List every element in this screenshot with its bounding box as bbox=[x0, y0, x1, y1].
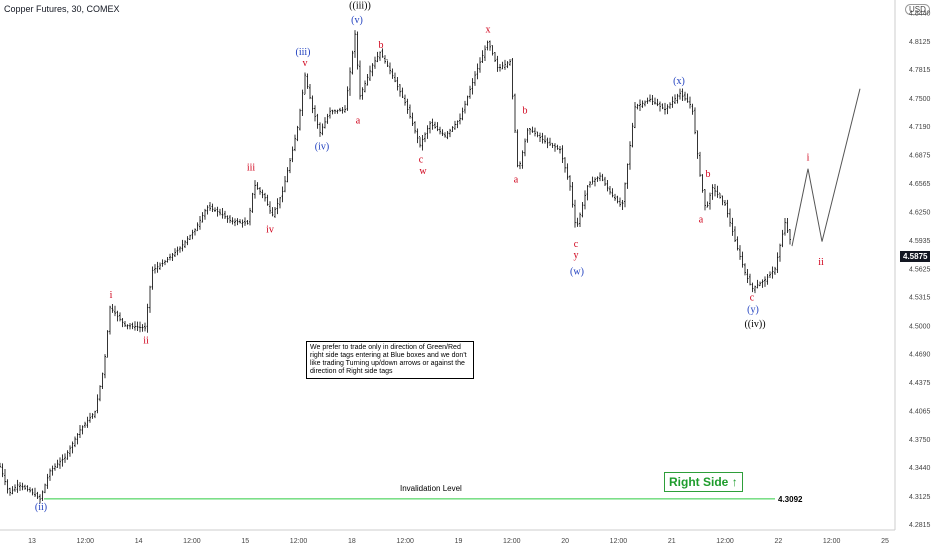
trading-note: We prefer to trade only in direction of … bbox=[306, 341, 474, 379]
y-tick-label: 4.6875 bbox=[909, 153, 931, 160]
y-tick-label: 4.5315 bbox=[909, 295, 931, 302]
wave-label: (y) bbox=[747, 305, 759, 316]
price-axis: 4.8440 4.8125 4.7815 4.7500 4.7190 4.6875 4.65… bbox=[894, 0, 931, 530]
wave-label: c bbox=[574, 239, 579, 250]
wave-label: w bbox=[419, 166, 427, 177]
x-tick-label: 18 bbox=[348, 538, 356, 545]
wave-label: ii bbox=[818, 257, 824, 268]
x-tick-label: 22 bbox=[774, 538, 782, 545]
x-tick-label: 12:00 bbox=[716, 538, 734, 545]
wave-label: y bbox=[574, 250, 579, 261]
x-tick-label: 12:00 bbox=[183, 538, 201, 545]
y-tick-label: 4.7190 bbox=[909, 124, 931, 131]
wave-label: i bbox=[807, 153, 810, 164]
y-tick-label: 4.4690 bbox=[909, 351, 931, 358]
invalidation-label: Invalidation Level bbox=[400, 484, 462, 493]
currency-badge[interactable]: USD bbox=[905, 4, 930, 15]
x-tick-label: 13 bbox=[28, 538, 36, 545]
wave-label: i bbox=[110, 290, 113, 301]
projection-path bbox=[791, 88, 861, 247]
y-tick-label: 4.6250 bbox=[909, 210, 931, 217]
wave-label: v bbox=[303, 58, 308, 69]
wave-label: ii bbox=[143, 335, 149, 346]
x-tick-label: 12:00 bbox=[823, 538, 841, 545]
current-price-badge: 4.5875 bbox=[900, 251, 931, 262]
wave-label: (iii) bbox=[296, 47, 311, 58]
wave-label: x bbox=[486, 24, 491, 35]
wave-label: b bbox=[523, 105, 528, 116]
x-tick-label: 12:00 bbox=[77, 538, 95, 545]
x-tick-label: 20 bbox=[561, 538, 569, 545]
wave-label: c bbox=[750, 293, 755, 304]
y-tick-label: 4.5625 bbox=[909, 266, 931, 273]
wave-label: c bbox=[419, 154, 424, 165]
y-tick-label: 4.8125 bbox=[909, 39, 931, 46]
wave-label: ((iv)) bbox=[744, 319, 765, 330]
wave-label: iv bbox=[266, 224, 274, 235]
time-axis: 13 12:00 14 12:00 15 12:00 18 12:00 19 12:00 20 12:… bbox=[0, 529, 895, 545]
wave-label: a bbox=[514, 174, 519, 185]
wave-label: (v) bbox=[351, 15, 363, 26]
wave-label: ((iii)) bbox=[349, 1, 371, 12]
right-side-label: Right Side bbox=[669, 475, 729, 489]
wave-label: a bbox=[356, 115, 361, 126]
y-tick-label: 4.2815 bbox=[909, 522, 931, 529]
x-tick-label: 21 bbox=[668, 538, 676, 545]
y-tick-label: 4.8440 bbox=[909, 10, 931, 17]
wave-labels-layer: ((iii))(v)(iii)v(iv)iiiiviii(ii)abcwxabc… bbox=[35, 1, 824, 513]
y-tick-label: 4.7815 bbox=[909, 67, 931, 74]
y-tick-label: 4.7500 bbox=[909, 96, 931, 103]
y-tick-label: 4.5000 bbox=[909, 323, 931, 330]
wave-label: iii bbox=[247, 163, 256, 174]
y-tick-label: 4.6565 bbox=[909, 181, 931, 188]
x-tick-label: 14 bbox=[135, 538, 143, 545]
x-tick-label: 12:00 bbox=[290, 538, 308, 545]
y-tick-label: 4.5935 bbox=[909, 238, 931, 245]
wave-label: (ii) bbox=[35, 502, 47, 513]
y-tick-label: 4.3125 bbox=[909, 494, 931, 501]
x-tick-label: 25 bbox=[881, 538, 889, 545]
wave-label: (w) bbox=[570, 266, 584, 277]
wave-label: b bbox=[706, 169, 711, 180]
right-side-tag: Right Side ↑ bbox=[664, 472, 743, 492]
wave-label: (iv) bbox=[315, 142, 329, 153]
projection-layer bbox=[791, 88, 861, 247]
y-tick-label: 4.3440 bbox=[909, 465, 931, 472]
wave-label: (x) bbox=[673, 76, 685, 87]
wave-label: b bbox=[379, 40, 384, 51]
y-tick-label: 4.4375 bbox=[909, 380, 931, 387]
y-tick-label: 4.4065 bbox=[909, 408, 931, 415]
x-tick-label: 12:00 bbox=[610, 538, 628, 545]
candles-layer bbox=[0, 30, 791, 504]
x-tick-label: 15 bbox=[241, 538, 249, 545]
x-tick-label: 12:00 bbox=[396, 538, 414, 545]
invalidation-value: 4.3092 bbox=[778, 495, 803, 504]
wave-label: a bbox=[699, 214, 704, 225]
x-tick-label: 19 bbox=[455, 538, 463, 545]
y-tick-label: 4.3750 bbox=[909, 437, 931, 444]
chart-title: Copper Futures, 30, COMEX bbox=[4, 4, 120, 14]
up-arrow-icon: ↑ bbox=[731, 475, 738, 489]
x-tick-label: 12:00 bbox=[503, 538, 521, 545]
